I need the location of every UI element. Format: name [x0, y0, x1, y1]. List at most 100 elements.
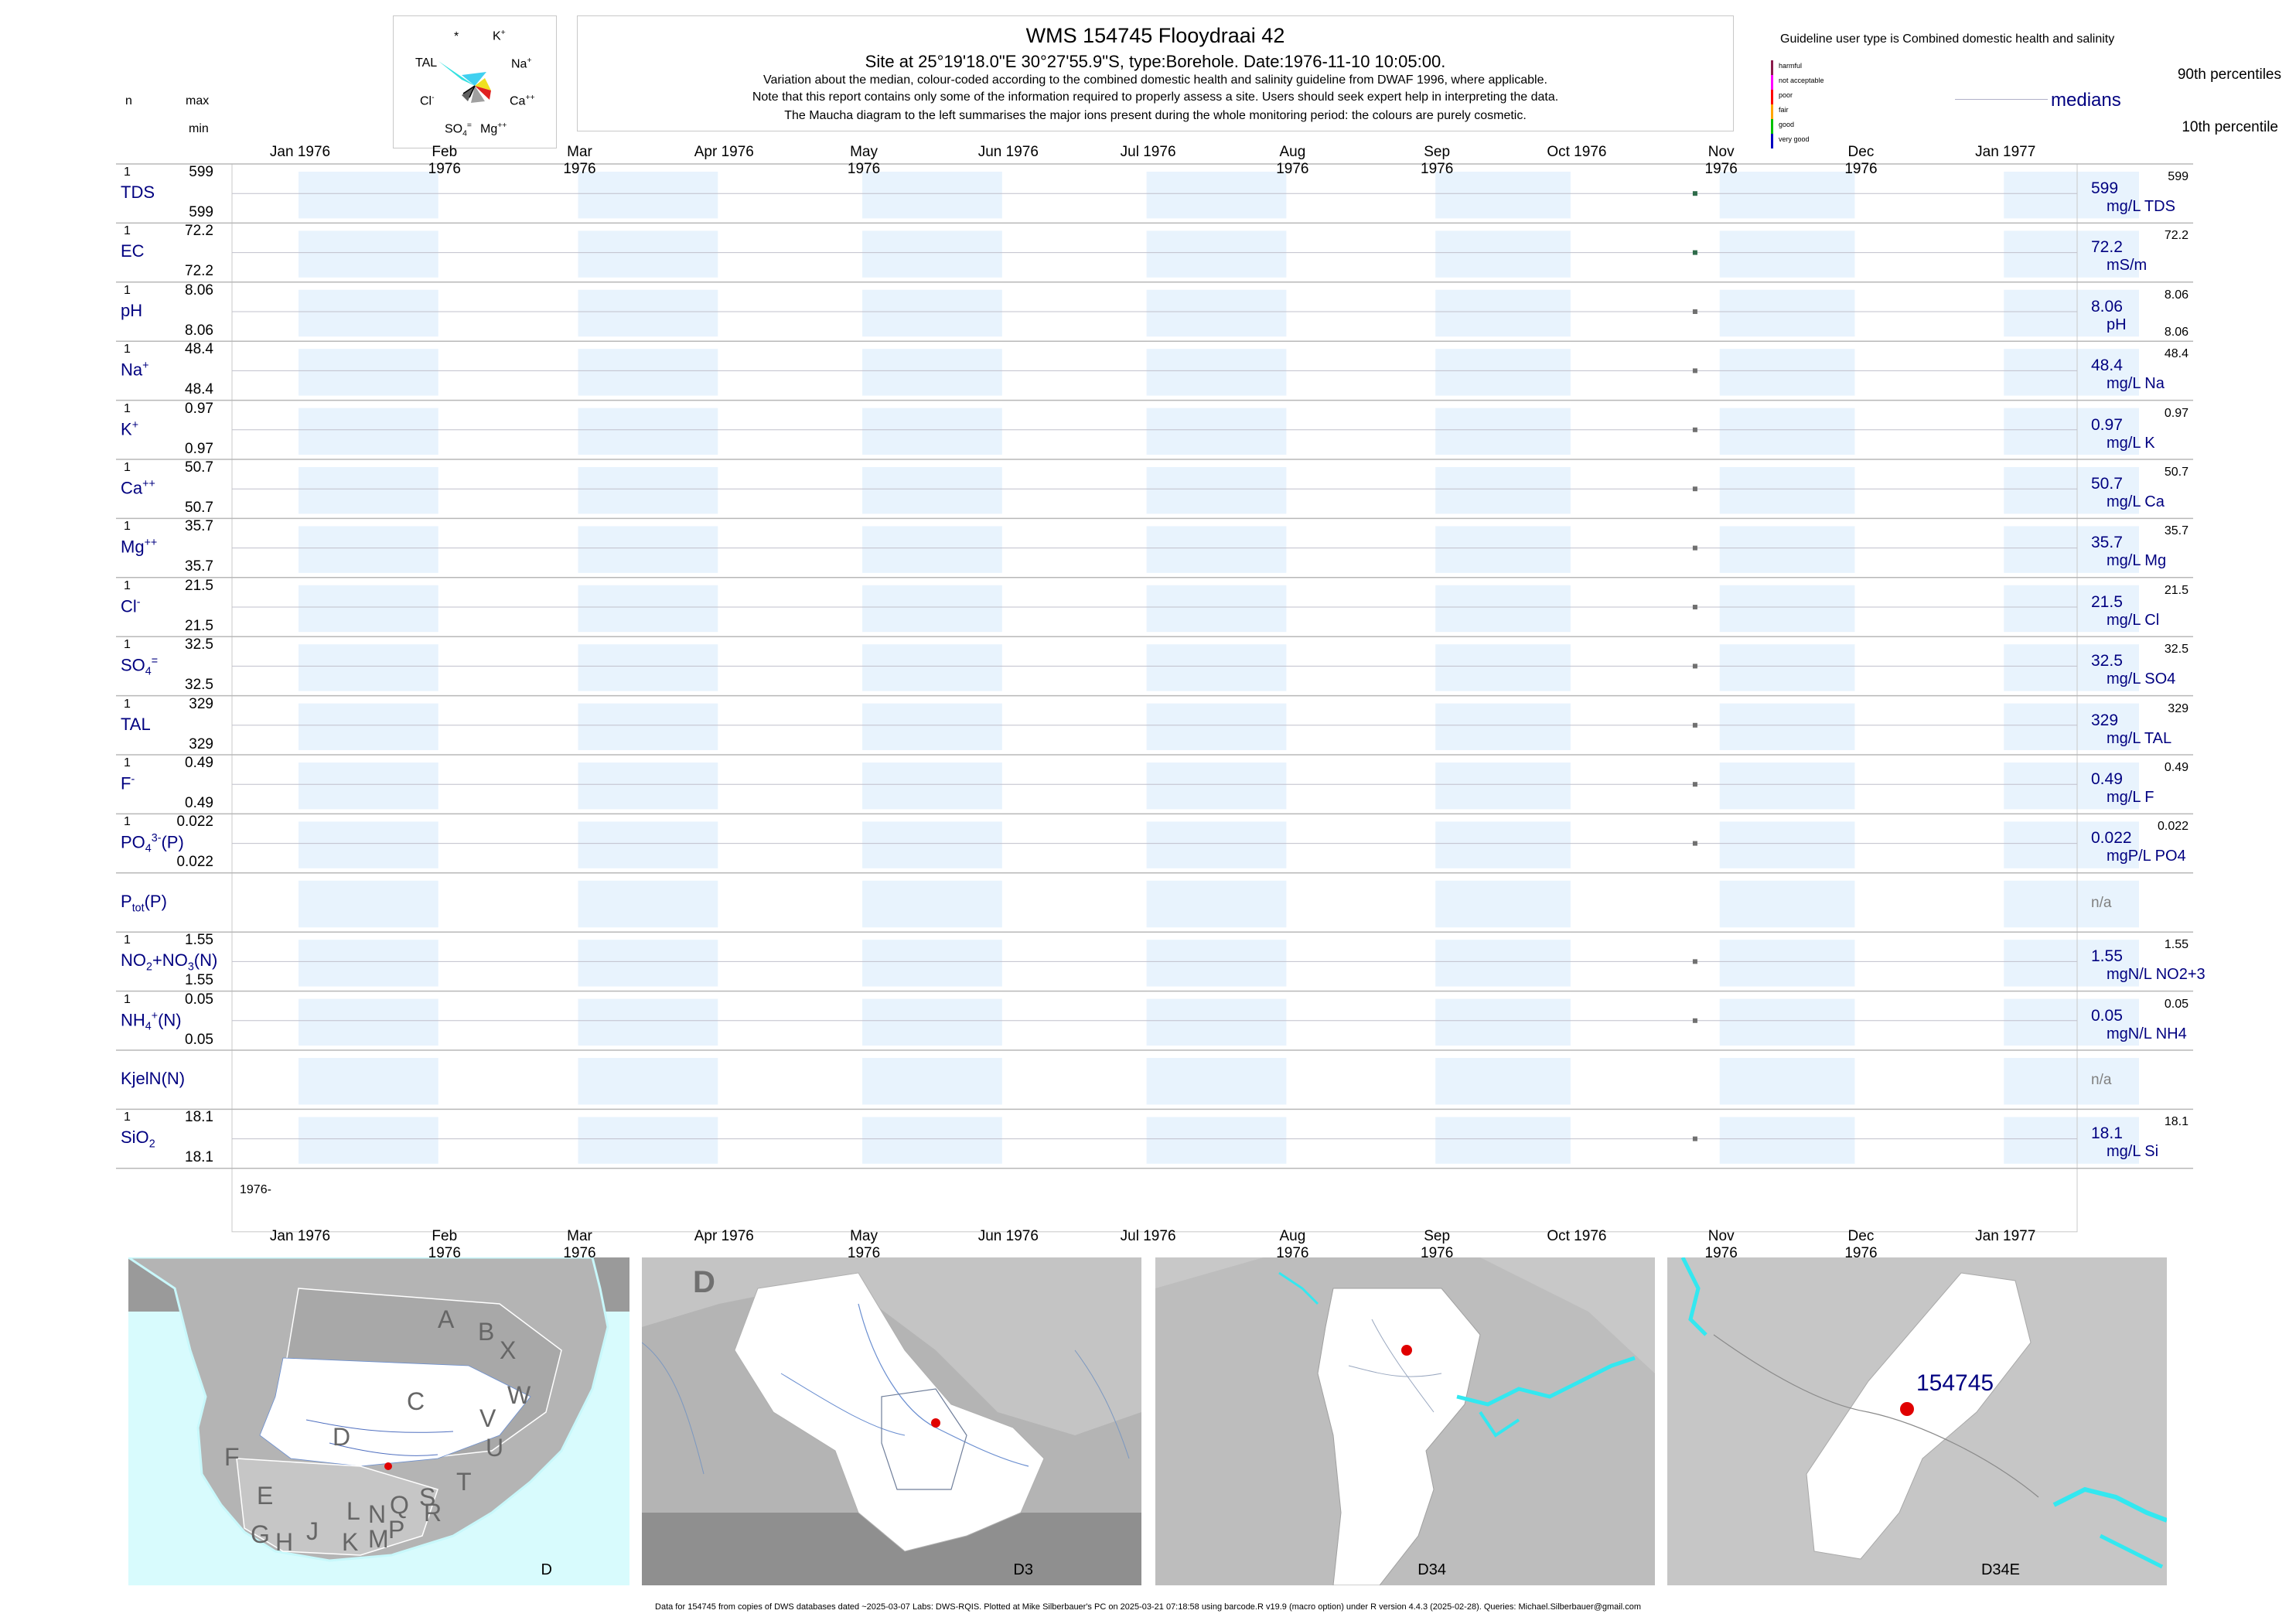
month-tick-label: Sep 1976 — [1421, 144, 1454, 177]
data-point-tds — [1692, 191, 1697, 196]
row-count: 1 — [124, 638, 131, 652]
month-band — [1719, 349, 1855, 396]
month-band — [1146, 1058, 1287, 1105]
row-max: 50.7 — [185, 459, 213, 476]
row-median: 8.06 — [2091, 297, 2123, 316]
guideline-level-label: fair — [1779, 106, 1789, 114]
month-band — [2004, 289, 2139, 337]
guideline-level-label: good — [1779, 121, 1795, 128]
parameter-label: Mg++ — [121, 537, 158, 557]
month-band — [1146, 998, 1287, 1046]
month-band — [1719, 763, 1855, 810]
row-max: 72.2 — [185, 223, 213, 240]
row-count: 1 — [124, 697, 131, 711]
maucha-na: Na+ — [511, 56, 532, 71]
month-tick-label: Jan 1977 — [1975, 144, 2036, 160]
maucha-diagram: * K+ Na+ TAL Cl- Ca++ SO4= Mg++ — [393, 15, 557, 148]
month-band — [1719, 1058, 1855, 1105]
map2-site-marker — [931, 1418, 940, 1428]
month-tick-label: Jan 1976 — [269, 1228, 331, 1244]
row-max: 0.05 — [185, 991, 213, 1008]
row-median: 18.1 — [2091, 1124, 2123, 1143]
month-band — [1435, 172, 1571, 219]
row-min: 72.2 — [185, 263, 213, 280]
maucha-glyph — [438, 61, 491, 103]
row-p90: 32.5 — [2164, 643, 2189, 657]
guideline-title: Guideline user type is Combined domestic… — [1780, 32, 2115, 46]
maucha-star: * — [454, 30, 459, 43]
month-tick-label: Aug 1976 — [1276, 1228, 1309, 1261]
month-band — [1435, 289, 1571, 337]
month-band — [2004, 998, 2139, 1046]
row-unit: mgN/L NO2+3 — [2107, 966, 2206, 984]
row-min: 32.5 — [185, 677, 213, 694]
data-point-sio2 — [1692, 1136, 1697, 1141]
site-subtitle: Site at 25°19'18.0"E 30°27'55.9"S, type:… — [865, 52, 1446, 71]
row-max: 0.97 — [185, 400, 213, 417]
row-p90: 21.5 — [2164, 583, 2189, 597]
row-min: 599 — [189, 204, 213, 220]
month-band — [1146, 644, 1287, 691]
month-tick-label: Jun 1976 — [977, 1228, 1039, 1244]
month-band — [2004, 467, 2139, 514]
month-band — [299, 880, 438, 928]
month-band — [2004, 408, 2139, 455]
month-band — [578, 644, 718, 691]
page-title: WMS 154745 Flooydraai 42 — [1025, 24, 1285, 47]
row-min: 48.4 — [185, 381, 213, 398]
map3-code: D34 — [1418, 1561, 1446, 1578]
row-median: n/a — [2091, 894, 2112, 911]
month-band — [299, 763, 438, 810]
row-count: 1 — [124, 224, 131, 238]
month-band — [1719, 172, 1855, 219]
row-count: 1 — [124, 343, 131, 357]
row-min: 1.55 — [185, 972, 213, 989]
month-band — [1146, 289, 1287, 337]
map-southern-africa — [128, 1257, 629, 1562]
maucha-cl: Cl- — [420, 94, 435, 108]
month-band — [578, 526, 718, 573]
month-band — [2004, 526, 2139, 573]
row-unit: mgN/L NH4 — [2107, 1025, 2187, 1042]
map-panel-4: 154745 D34E — [1667, 1257, 2167, 1585]
month-band — [299, 703, 438, 750]
month-band — [2004, 230, 2139, 278]
map4-site-label: 154745 — [1916, 1370, 1994, 1396]
legend-median-line — [1955, 99, 2048, 100]
map2-code: D3 — [1013, 1561, 1033, 1578]
guideline-level-label: not acceptable — [1779, 77, 1824, 84]
row-count: 1 — [124, 165, 131, 179]
month-band — [299, 1058, 438, 1105]
guideline-level-label: poor — [1779, 91, 1793, 99]
row-p90: 8.06 — [2164, 288, 2189, 302]
month-band — [1435, 703, 1571, 750]
parameter-label: Ca++ — [121, 478, 155, 498]
row-min: 0.49 — [185, 795, 213, 811]
month-band — [1435, 526, 1571, 573]
maucha-so4: SO4= — [445, 121, 472, 138]
month-band — [299, 585, 438, 633]
data-point-ph — [1692, 309, 1697, 314]
month-band — [862, 230, 1002, 278]
month-band — [299, 998, 438, 1046]
month-tick-label: Apr 1976 — [694, 1228, 754, 1244]
map3-site-marker — [1401, 1345, 1412, 1356]
map2-region-letter: D — [693, 1265, 715, 1299]
row-median: 48.4 — [2091, 357, 2123, 375]
row-median: 0.49 — [2091, 770, 2123, 788]
guideline-legend: Guideline user type is Combined domestic… — [1771, 15, 2289, 148]
parameter-label: K+ — [121, 418, 139, 438]
row-p90: 18.1 — [2164, 1115, 2189, 1129]
month-band — [1146, 703, 1287, 750]
month-band — [862, 172, 1002, 219]
row-p90: 48.4 — [2164, 347, 2189, 361]
parameter-label: EC — [121, 241, 145, 261]
month-tick-label: Dec 1976 — [1844, 144, 1878, 177]
row-min: 50.7 — [185, 500, 213, 516]
data-point-tal — [1692, 722, 1697, 728]
guideline-color-bar — [1771, 60, 1773, 75]
row-p90: 0.022 — [2158, 820, 2189, 834]
month-band — [1146, 585, 1287, 633]
row-min: 35.7 — [185, 558, 213, 575]
legend-10th: 10th percentile — [2182, 119, 2278, 135]
